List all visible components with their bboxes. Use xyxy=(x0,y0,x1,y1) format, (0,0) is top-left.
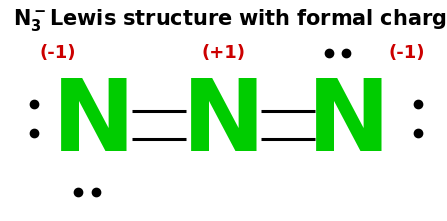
Text: N: N xyxy=(181,75,266,172)
Text: (-1): (-1) xyxy=(388,44,425,62)
Text: (+1): (+1) xyxy=(202,44,245,62)
Text: (-1): (-1) xyxy=(40,44,76,62)
Text: N: N xyxy=(307,75,391,172)
Text: N: N xyxy=(52,75,136,172)
Text: $\mathbf{N_3^-}$$\bf{ Lewis\ structure\ with\ formal\ charges}$: $\mathbf{N_3^-}$$\bf{ Lewis\ structure\ … xyxy=(13,7,447,33)
